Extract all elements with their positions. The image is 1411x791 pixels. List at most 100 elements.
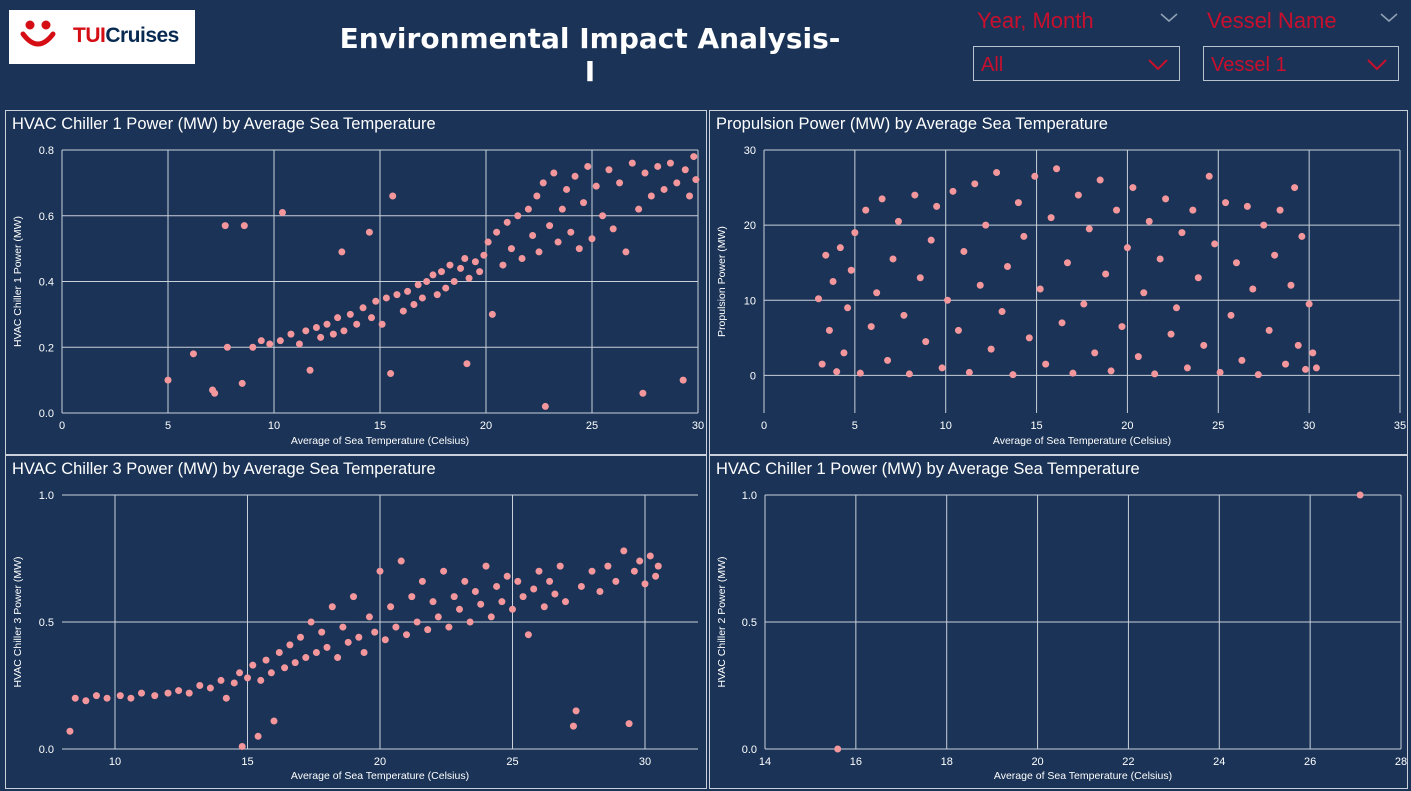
chiller2-chart-panel[interactable]: HVAC Chiller 1 Power (MW) by Average Sea… — [709, 455, 1408, 789]
chiller1-chart-panel[interactable]: HVAC Chiller 1 Power (MW) by Average Sea… — [5, 110, 707, 455]
chiller3-scatter-chart[interactable]: 10 15 20 25 30 0.0 0.5 1.0 Average of Sea Temper… — [6, 456, 708, 790]
scatter-point — [567, 228, 575, 236]
scatter-point — [911, 191, 919, 199]
scatter-point — [1205, 172, 1213, 180]
y-tick-label: 0.5 — [742, 617, 757, 629]
scatter-point — [499, 261, 507, 269]
scatter-point — [328, 603, 336, 611]
scatter-point — [554, 238, 562, 246]
scatter-point — [254, 732, 262, 740]
propulsion-chart-panel[interactable]: Propulsion Power (MW) by Average Sea Tem… — [709, 110, 1408, 455]
scatter-point — [240, 222, 248, 230]
scatter-point — [577, 582, 585, 590]
y-axis-title: HVAC Chiller 2 Power (MW) — [716, 556, 728, 687]
x-tick-label: 30 — [639, 756, 651, 768]
scatter-point — [636, 557, 644, 565]
scatter-point — [982, 221, 990, 229]
scatter-point — [450, 593, 458, 601]
scatter-point — [503, 572, 511, 580]
scatter-point — [514, 577, 522, 585]
scatter-point — [127, 694, 135, 702]
scatter-point — [647, 192, 655, 200]
y-tick-label: 10 — [744, 295, 756, 307]
scatter-point — [306, 366, 314, 374]
scatter-point — [580, 199, 588, 207]
scatter-point — [223, 343, 231, 351]
propulsion-scatter-chart[interactable]: 0 5 10 15 20 25 30 35 0 10 20 30 Average of Sea Temp… — [710, 111, 1409, 456]
scatter-point — [1172, 304, 1180, 312]
scatter-point — [278, 208, 286, 216]
scatter-point — [960, 247, 968, 255]
scatter-point — [546, 222, 554, 230]
scatter-point — [524, 631, 532, 639]
scatter-point — [599, 212, 607, 220]
scatter-point — [323, 320, 331, 328]
chart-title: HVAC Chiller 1 Power (MW) by Average Sea… — [12, 115, 436, 133]
vessel-name-dropdown[interactable]: Vessel 1 — [1203, 46, 1399, 81]
scatter-point — [236, 669, 244, 677]
scatter-point — [1053, 165, 1061, 173]
scatter-point — [815, 295, 823, 303]
chiller3-chart-panel[interactable]: HVAC Chiller 3 Power (MW) by Average Sea… — [5, 455, 707, 789]
scatter-point — [437, 268, 445, 276]
scatter-point — [1200, 341, 1208, 349]
scatter-point — [1080, 300, 1088, 308]
scatter-point — [572, 707, 580, 715]
scatter-point — [933, 202, 941, 210]
scatter-point — [628, 159, 636, 167]
scatter-point — [1113, 206, 1121, 214]
scatter-point — [249, 661, 257, 669]
y-tick-label: 0.6 — [39, 211, 54, 223]
scatter-point — [1102, 270, 1110, 278]
scatter-point — [429, 598, 437, 606]
scatter-point — [1194, 274, 1202, 282]
scatter-point — [477, 600, 485, 608]
scatter-point — [312, 324, 320, 332]
x-axis-title: Average of Sea Temperature (Celsius) — [994, 770, 1172, 782]
scatter-point — [867, 323, 875, 331]
logo-brand-text: TUI — [73, 24, 106, 47]
scatter-point — [1178, 229, 1186, 237]
scatter-point — [1014, 199, 1022, 207]
scatter-point — [641, 169, 649, 177]
scatter-point — [399, 307, 407, 315]
scatter-point — [541, 402, 549, 410]
scatter-point — [1298, 232, 1306, 240]
chiller2-scatter-chart[interactable]: 14 16 18 20 22 24 26 28 0.0 0.5 1.0 Average of Sea … — [710, 456, 1409, 790]
year-month-label: Year, Month — [977, 8, 1094, 33]
scatter-point — [1291, 184, 1299, 192]
x-tick-label: 24 — [1213, 756, 1225, 768]
scatter-point — [484, 238, 492, 246]
scatter-point — [151, 692, 159, 700]
scatter-point — [1025, 334, 1033, 342]
scatter-point — [196, 682, 204, 689]
scatter-point — [418, 294, 426, 302]
scatter-point — [836, 244, 844, 252]
scatter-point — [340, 327, 348, 335]
scatter-point — [493, 582, 501, 590]
scatter-point — [480, 251, 488, 259]
chart-title: HVAC Chiller 1 Power (MW) by Average Sea… — [716, 460, 1140, 478]
x-tick-label: 5 — [852, 420, 858, 432]
scatter-point — [287, 330, 295, 338]
scatter-point — [1047, 214, 1055, 222]
year-month-dropdown[interactable]: All — [973, 46, 1180, 81]
chevron-down-icon — [1367, 59, 1387, 71]
chiller1-scatter-chart[interactable]: 0 5 10 15 20 25 30 0.0 0.2 0.4 0.6 0.8 Average of Se… — [6, 111, 708, 456]
scatter-point — [1096, 176, 1104, 184]
scatter-point — [1302, 365, 1310, 373]
scatter-point — [654, 162, 662, 170]
vessel-name-collapse-chevron-icon[interactable] — [1380, 12, 1398, 24]
x-tick-label: 0 — [59, 420, 65, 432]
y-tick-label: 0.0 — [39, 408, 54, 420]
scatter-point — [103, 694, 111, 702]
scatter-point — [654, 562, 662, 570]
scatter-point — [1042, 360, 1050, 368]
x-tick-label: 14 — [759, 756, 771, 768]
scatter-point — [519, 593, 527, 601]
scatter-point — [291, 659, 299, 667]
scatter-point — [894, 217, 902, 225]
y-tick-label: 0.5 — [39, 617, 54, 629]
x-tick-label: 15 — [241, 756, 253, 768]
year-month-collapse-chevron-icon[interactable] — [1160, 12, 1178, 24]
